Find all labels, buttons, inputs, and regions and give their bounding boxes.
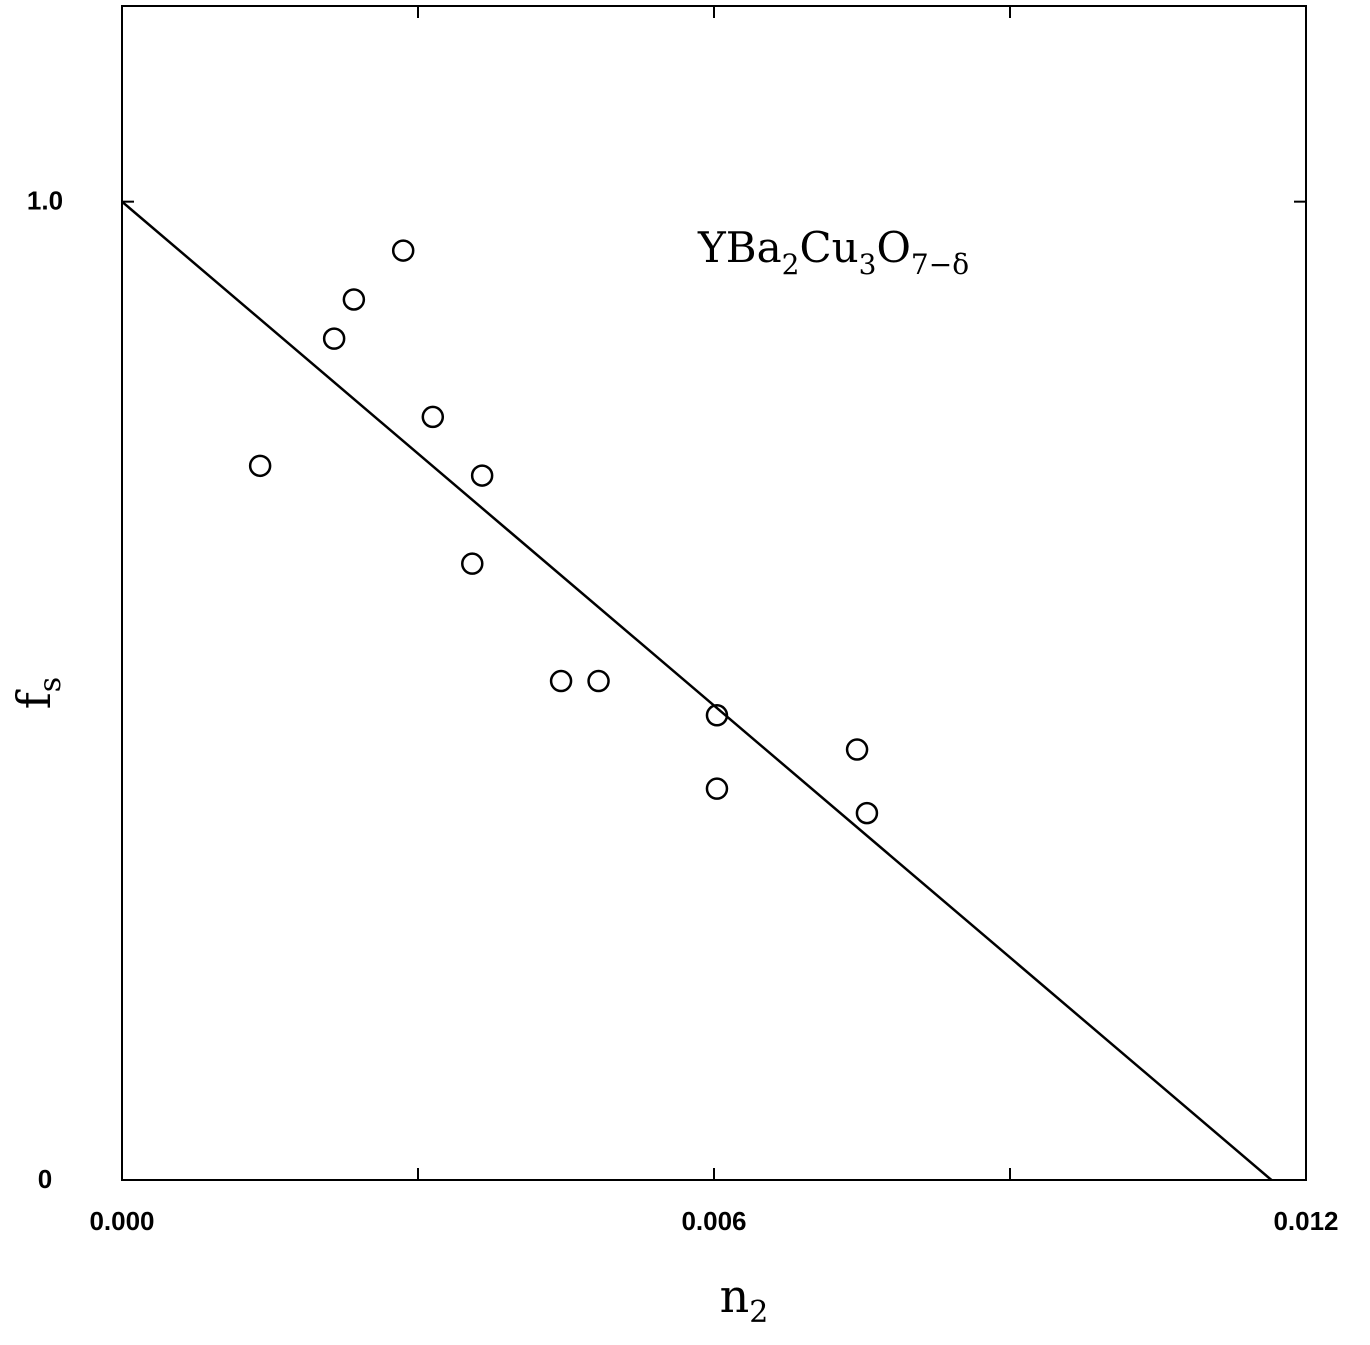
fit-line-layer xyxy=(121,200,1273,1181)
data-point xyxy=(549,669,573,693)
data-point xyxy=(705,777,729,800)
data-point xyxy=(587,669,610,693)
tick-labels: 0.000 0.006 0.012 0 1.0 xyxy=(27,186,1339,1236)
data-point xyxy=(248,454,272,478)
data-point xyxy=(391,239,415,262)
y-tick-label: 1.0 xyxy=(27,186,63,216)
data-point xyxy=(421,405,445,429)
x-tick-label: 0.000 xyxy=(89,1206,154,1236)
x-axis-label: n2 xyxy=(720,1269,769,1330)
data-point xyxy=(322,327,346,350)
data-point xyxy=(470,464,494,487)
plot-frame xyxy=(121,5,1307,1181)
x-tick-label: 0.006 xyxy=(681,1206,746,1236)
axis-ticks xyxy=(121,6,1307,1181)
x-tick-label: 0.012 xyxy=(1273,1206,1338,1236)
data-points xyxy=(248,239,879,825)
fit-line xyxy=(121,200,1273,1181)
compound-annotation: YBa2Cu3O7−δ xyxy=(697,223,969,281)
y-tick-label: 0 xyxy=(38,1164,52,1194)
data-point xyxy=(705,704,729,727)
data-point xyxy=(342,288,366,311)
data-point xyxy=(461,552,484,575)
data-point xyxy=(845,738,869,761)
y-axis-label: fs xyxy=(7,677,68,709)
data-point xyxy=(855,801,879,825)
